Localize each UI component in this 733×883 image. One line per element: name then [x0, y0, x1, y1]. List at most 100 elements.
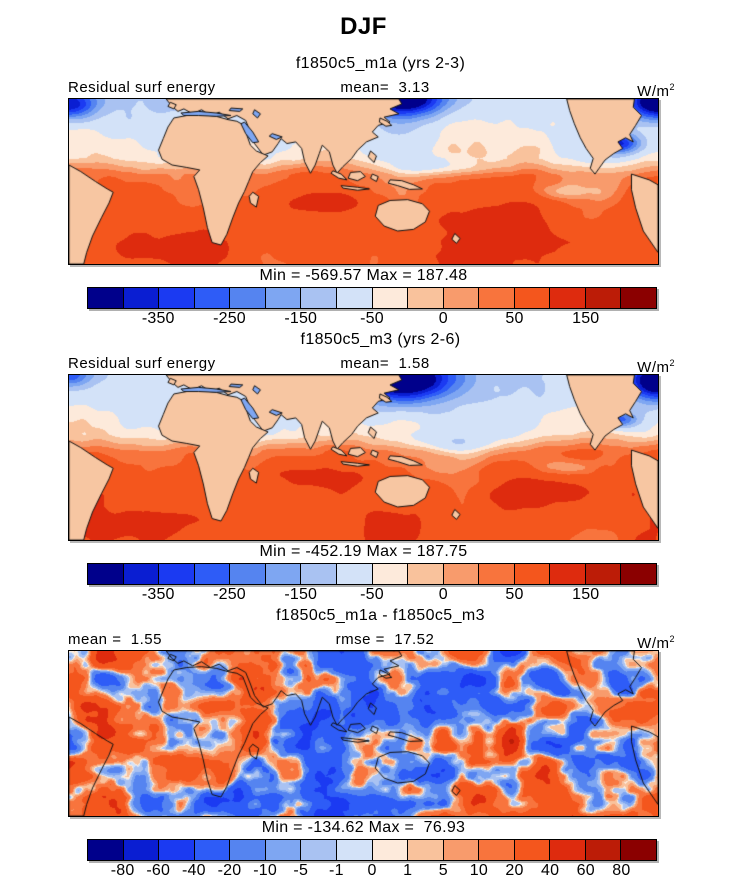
colorbar-cell: [407, 288, 443, 308]
colorbar-tick-label: 5: [438, 862, 448, 879]
colorbar-cell: [88, 564, 123, 584]
units-text: W/m: [637, 359, 670, 376]
colorbar-tick-label: -80: [110, 862, 135, 879]
colorbar-cell: [158, 840, 194, 860]
colorbar-cell: [229, 564, 265, 584]
map-1-contour-plot: [68, 98, 659, 265]
colorbar-cell: [229, 840, 265, 860]
colorbar-tick-label: -150: [284, 586, 318, 603]
colorbar-cell: [193, 288, 230, 308]
colorbar-tick-label: 10: [469, 862, 488, 879]
colorbar-cell: [300, 564, 336, 584]
colorbar-cell: [620, 840, 656, 860]
colorbar-cell: [335, 288, 372, 308]
colorbar-cell: [478, 564, 514, 584]
colorbar-tick-label: -10: [253, 862, 277, 879]
panel-1-header-row: Residual surf energy mean= 3.13 W/m2: [68, 79, 675, 100]
colorbar-cell: [122, 840, 159, 860]
colorbar-tick-label: -50: [360, 586, 384, 603]
panel-2-variable-label: Residual surf energy: [68, 355, 216, 372]
colorbar-cell: [193, 840, 230, 860]
panel-3-mean-label: mean = 1.55: [68, 631, 162, 648]
colorbar-cell: [620, 564, 656, 584]
colorbar-cell: [158, 288, 194, 308]
colorbar-cell: [478, 288, 514, 308]
colorbar-cell: [584, 840, 621, 860]
colorbar-cell: [513, 840, 550, 860]
colorbar-tick-label: 150: [572, 586, 600, 603]
colorbar-tick-label: -150: [284, 310, 318, 327]
colorbar-tick-label: 0: [438, 310, 448, 327]
panel-1-colorbar-ticks: -350 -250 -150 -50 0 50 150: [87, 309, 657, 328]
colorbar-tick-label: -250: [213, 310, 246, 327]
units-text: W/m: [637, 635, 670, 652]
colorbar-cell: [122, 288, 159, 308]
map-3-difference-plot: [68, 650, 659, 817]
panel-1-units-label: W/m2: [637, 79, 675, 100]
colorbar-tick-label: 150: [572, 310, 600, 327]
units-exponent: 2: [669, 82, 675, 92]
colorbar-cell: [407, 564, 443, 584]
map-2-contour-plot: [68, 374, 659, 541]
colorbar-cell: [442, 564, 479, 584]
panel-3-colorbar: [87, 839, 657, 861]
colorbar-cell: [584, 564, 621, 584]
panel-3-colorbar-ticks: -80 -60 -40 -20 -10 -5 -1 0 1 5 10 20 40 60 80: [87, 861, 657, 880]
colorbar-cell: [300, 840, 336, 860]
colorbar-cell: [335, 564, 372, 584]
panel-3-minmax-label: Min = -134.62 Max = 76.93: [261, 819, 466, 836]
colorbar-tick-label: 50: [505, 586, 524, 603]
colorbar-cell: [442, 288, 479, 308]
colorbar-cell: [371, 288, 408, 308]
panel-3: f1850c5_m1a - f1850c5_m3 mean = 1.55 rms…: [68, 607, 675, 880]
colorbar-cell: [300, 288, 336, 308]
panel-1-variable-label: Residual surf energy: [68, 79, 216, 96]
colorbar-cell: [229, 288, 265, 308]
colorbar-cell: [264, 288, 301, 308]
colorbar-tick-label: -20: [217, 862, 242, 879]
colorbar-cell: [513, 288, 550, 308]
panel-2-colorbar-ticks: -350 -250 -150 -50 0 50 150: [87, 585, 657, 604]
figure-title: DJF: [340, 13, 387, 40]
colorbar-cell: [122, 564, 159, 584]
colorbar-tick-label: 80: [612, 862, 631, 879]
panel-2-subtitle: f1850c5_m3 (yrs 2-6): [300, 331, 461, 348]
colorbar-tick-label: 50: [505, 310, 524, 327]
panel-2-minmax-label: Min = -452.19 Max = 187.75: [259, 543, 468, 560]
colorbar-cell: [264, 840, 301, 860]
colorbar-tick-label: -250: [213, 586, 246, 603]
panel-2-colorbar: [87, 563, 657, 585]
colorbar-cell: [371, 564, 408, 584]
panel-3-header-row: mean = 1.55 rmse = 17.52 W/m2: [68, 631, 675, 652]
colorbar-tick-label: -5: [293, 862, 309, 879]
panel-2: f1850c5_m3 (yrs 2-6) Residual surf energ…: [68, 331, 675, 604]
colorbar-cell: [193, 564, 230, 584]
colorbar-cell: [478, 840, 514, 860]
colorbar-cell: [88, 840, 123, 860]
colorbar-tick-label: 0: [367, 862, 377, 879]
panel-1-mean-label: mean= 3.13: [340, 79, 430, 96]
colorbar-cell: [407, 840, 443, 860]
colorbar-cell: [335, 840, 372, 860]
colorbar-cell: [549, 840, 585, 860]
panel-1: f1850c5_m1a (yrs 2-3) Residual surf ener…: [68, 55, 675, 328]
units-text: W/m: [637, 83, 670, 100]
colorbar-cell: [371, 840, 408, 860]
colorbar-tick-label: 1: [403, 862, 413, 879]
colorbar-tick-label: -40: [182, 862, 206, 879]
colorbar-tick-label: 60: [576, 862, 595, 879]
colorbar-cell: [442, 840, 479, 860]
panel-1-subtitle: f1850c5_m1a (yrs 2-3): [295, 55, 466, 72]
colorbar-cell: [549, 288, 585, 308]
colorbar-cell: [158, 564, 194, 584]
colorbar-cell: [88, 288, 123, 308]
panel-1-colorbar: [87, 287, 657, 309]
panel-1-minmax-label: Min = -569.57 Max = 187.48: [259, 267, 468, 284]
colorbar-cell: [264, 564, 301, 584]
diagnostic-figure: DJF f1850c5_m1a (yrs 2-3) Residual surf …: [68, 0, 675, 880]
colorbar-tick-label: 40: [541, 862, 560, 879]
colorbar-tick-label: -350: [141, 310, 175, 327]
colorbar-tick-label: 0: [438, 586, 448, 603]
panel-3-rmse-label: rmse = 17.52: [335, 631, 435, 648]
units-exponent: 2: [669, 358, 675, 368]
